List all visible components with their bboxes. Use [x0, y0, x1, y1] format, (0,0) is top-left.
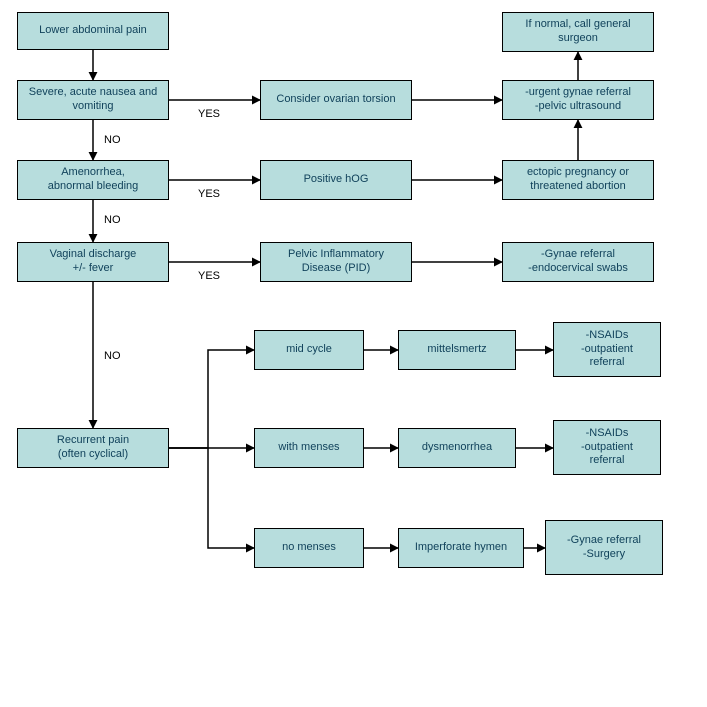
flowchart-node-n16: mittelsmertz [398, 330, 516, 370]
edge-label-n9-n12: NO [104, 350, 121, 362]
edge-label-n6-n7: YES [198, 188, 220, 200]
flowchart-node-n4: If normal, call general surgeon [502, 12, 654, 52]
flowchart-node-n13: mid cycle [254, 330, 364, 370]
flowchart-node-n14: with menses [254, 428, 364, 468]
edge-n12-n13 [169, 350, 254, 448]
edge-n12-n15 [169, 448, 254, 548]
flowchart-node-n20: -NSAIDs-outpatientreferral [553, 420, 661, 475]
flowchart-node-n2: Severe, acute nausea and vomiting [17, 80, 169, 120]
flowchart-node-n18: Imperforate hymen [398, 528, 524, 568]
flowchart-node-n11: -Gynae referral-endocervical swabs [502, 242, 654, 282]
flowchart-node-n8: ectopic pregnancy or threatened abortion [502, 160, 654, 200]
flowchart-node-n21: -Gynae referral-Surgery [545, 520, 663, 575]
flowchart-node-n17: dysmenorrhea [398, 428, 516, 468]
flowchart-node-n1: Lower abdominal pain [17, 12, 169, 50]
flowchart-node-n19: -NSAIDs-outpatientreferral [553, 322, 661, 377]
flowchart-node-n5: -urgent gynae referral-pelvic ultrasound [502, 80, 654, 120]
flowchart-node-n7: Positive hOG [260, 160, 412, 200]
flowchart-node-n10: Pelvic Inflammatory Disease (PID) [260, 242, 412, 282]
flowchart-node-n6: Amenorrhea,abnormal bleeding [17, 160, 169, 200]
edge-label-n6-n9: NO [104, 214, 121, 226]
edge-label-n9-n10: YES [198, 270, 220, 282]
flowchart-node-n12: Recurrent pain(often cyclical) [17, 428, 169, 468]
edge-label-n2-n3: YES [198, 108, 220, 120]
flowchart-node-n9: Vaginal discharge+/- fever [17, 242, 169, 282]
flowchart-node-n15: no menses [254, 528, 364, 568]
flowchart-node-n3: Consider ovarian torsion [260, 80, 412, 120]
flowchart-canvas: Lower abdominal pain Severe, acute nausea… [0, 0, 707, 707]
edge-label-n2-n6: NO [104, 134, 121, 146]
